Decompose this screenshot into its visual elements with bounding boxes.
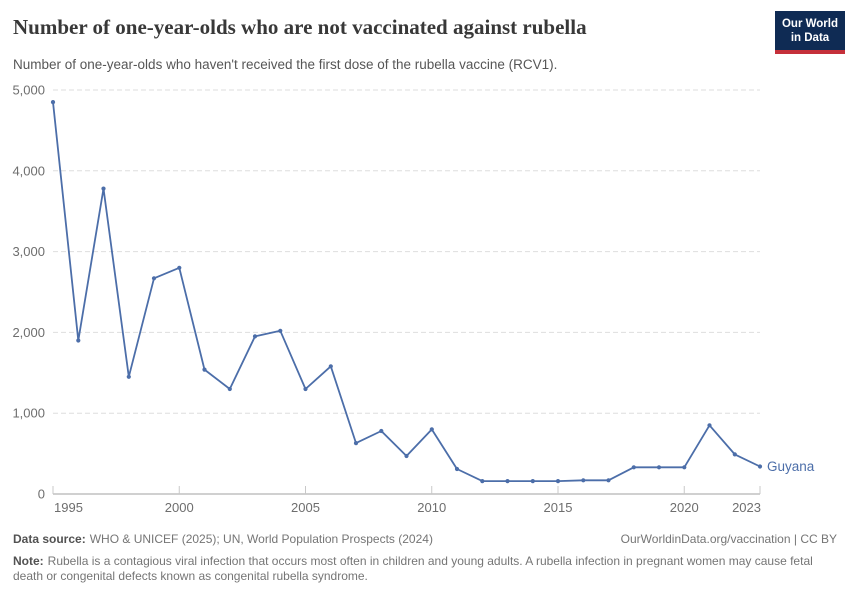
data-point[interactable] xyxy=(631,465,636,470)
data-point[interactable] xyxy=(50,100,56,105)
data-point[interactable] xyxy=(177,265,182,270)
owid-cc-link[interactable]: OurWorldinData.org/vaccination | CC BY xyxy=(620,532,837,546)
data-point[interactable] xyxy=(252,334,258,339)
data-point[interactable] xyxy=(505,479,510,484)
data-point[interactable] xyxy=(151,276,157,281)
data-point[interactable] xyxy=(480,479,485,484)
x-tick-label: 1995 xyxy=(54,500,83,515)
data-point[interactable] xyxy=(682,465,687,470)
data-point[interactable] xyxy=(555,479,561,484)
owid-logo-line1: Our World xyxy=(781,18,838,30)
data-point[interactable] xyxy=(303,386,308,392)
y-tick-label: 1,000 xyxy=(12,406,45,421)
data-point[interactable] xyxy=(353,441,359,446)
x-tick-label: 2015 xyxy=(544,500,573,515)
y-tick-label: 4,000 xyxy=(12,163,45,178)
data-point[interactable] xyxy=(404,453,409,459)
data-point[interactable] xyxy=(454,466,460,472)
data-point[interactable] xyxy=(379,428,384,434)
data-point[interactable] xyxy=(227,386,232,392)
entity-label[interactable]: Guyana xyxy=(767,459,815,474)
data-point[interactable] xyxy=(328,364,333,369)
owid-logo-line2: in Data xyxy=(790,32,830,44)
data-source-text: WHO & UNICEF (2025); UN, World Populatio… xyxy=(89,532,433,546)
note-label: Note: xyxy=(13,554,44,568)
note-text: Rubella is a contagious viral infection … xyxy=(13,554,813,583)
data-point[interactable] xyxy=(606,478,611,483)
data-point[interactable] xyxy=(757,464,763,469)
x-tick-label: 2010 xyxy=(417,500,446,515)
y-tick-label: 2,000 xyxy=(12,325,45,340)
data-point[interactable] xyxy=(76,338,81,343)
y-tick-label: 3,000 xyxy=(12,244,45,259)
owid-logo[interactable]: Our World in Data xyxy=(775,11,845,54)
chart-subtitle: Number of one-year-olds who haven't rece… xyxy=(13,57,558,72)
y-tick-label: 5,000 xyxy=(12,83,45,98)
x-tick-label: 2005 xyxy=(291,500,320,515)
x-tick-label: 2023 xyxy=(732,500,761,515)
line-chart-canvas[interactable]: 0 1,000 2,000 3,000 4,000 5,000 1995 2000 2005 20… xyxy=(0,80,850,540)
data-point[interactable] xyxy=(202,367,207,372)
data-point[interactable] xyxy=(126,374,131,379)
chart-footer: Data source: WHO & UNICEF (2025); UN, Wor… xyxy=(13,532,837,584)
data-point[interactable] xyxy=(581,478,586,483)
data-point[interactable] xyxy=(101,186,106,191)
y-tick-label: 0 xyxy=(38,487,45,502)
data-point[interactable] xyxy=(278,328,283,333)
data-point[interactable] xyxy=(429,427,434,432)
data-point[interactable] xyxy=(732,452,737,457)
x-tick-label: 2000 xyxy=(165,500,194,515)
x-tick-label: 2020 xyxy=(670,500,699,515)
data-point[interactable] xyxy=(707,423,712,428)
data-source-label: Data source: xyxy=(13,532,86,546)
page-title: Number of one-year-olds who are not vacc… xyxy=(13,15,587,39)
data-point[interactable] xyxy=(656,465,662,470)
trend-line[interactable] xyxy=(52,101,761,483)
data-source-line: Data source: WHO & UNICEF (2025); UN, Wor… xyxy=(13,532,433,547)
data-point[interactable] xyxy=(530,479,535,484)
